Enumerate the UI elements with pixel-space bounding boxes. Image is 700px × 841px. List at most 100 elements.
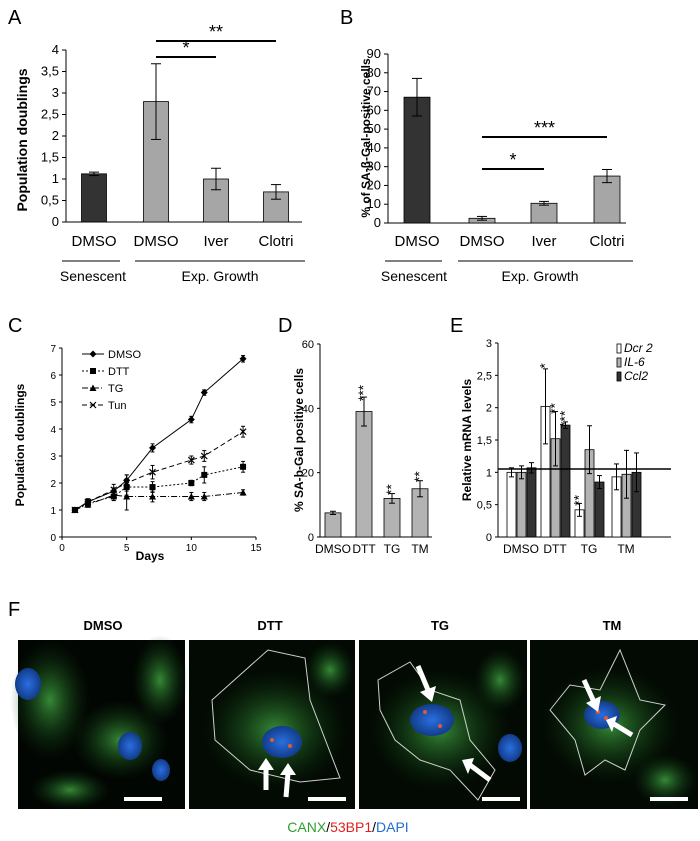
panel-c-xlabel: Days	[136, 549, 165, 563]
nucleus	[15, 668, 41, 700]
nucleus	[118, 732, 142, 760]
c-point-tun	[84, 498, 92, 506]
arrow	[468, 763, 492, 782]
c-legend-label: TG	[108, 383, 123, 395]
d-xtick-label: TG	[384, 542, 401, 556]
e-sig-stars: **	[547, 403, 563, 414]
e-legend-swatch	[616, 371, 622, 382]
a-xtick-label: DMSO	[72, 233, 117, 250]
arrow	[581, 678, 597, 704]
stain-caption: CANX/53BP1/DAPI	[287, 819, 408, 835]
micrograph-title-tg: TG	[431, 618, 449, 633]
e-ytick-label: 2	[486, 403, 492, 415]
caption-dapi: DAPI	[376, 819, 409, 835]
c-point-tun	[71, 506, 79, 514]
e-bar	[594, 481, 605, 538]
micrograph-dtt	[189, 640, 355, 809]
c-point-dtt	[149, 484, 156, 491]
d-xtick-label: DTT	[352, 542, 376, 556]
e-sig-stars: **	[571, 494, 587, 505]
panel-d-letter: D	[278, 315, 292, 337]
c-ytick-label: 4	[50, 425, 56, 436]
e-ytick-label: 3	[486, 338, 492, 350]
c-ytick-label: 3	[50, 452, 56, 463]
micrograph-title-tm: TM	[603, 618, 622, 633]
panel-e-ylabel: Relative mRNA levels	[460, 379, 474, 502]
panel-d-ylabel: % SA-b-Gal positive cells	[292, 368, 306, 512]
e-ytick-label: 2,5	[477, 370, 492, 382]
d-ytick-label: 20	[302, 468, 314, 480]
53bp1-focus	[288, 744, 292, 748]
b-xtick-label: DMSO	[460, 233, 505, 250]
53bp1-focus	[270, 738, 274, 742]
arrow	[258, 758, 274, 770]
b-xtick-label: Iver	[531, 233, 556, 250]
a-bar	[81, 173, 107, 223]
a-xtick-label: Clotri	[258, 233, 293, 250]
c-point-tg	[239, 488, 247, 496]
c-legend-marker	[89, 350, 97, 358]
b-bar	[530, 202, 558, 224]
c-point-tg	[149, 493, 157, 500]
c-legend-marker	[89, 384, 97, 391]
c-legend-label: DMSO	[108, 349, 141, 361]
e-ytick-label: 1,5	[477, 435, 492, 447]
b-ytick-label: 40	[367, 140, 381, 155]
c-ytick-label: 7	[50, 344, 56, 355]
c-ytick-label: 1	[50, 506, 56, 517]
scale-bar	[308, 797, 346, 801]
e-ytick-label: 0	[486, 532, 492, 544]
c-series-line-dtt	[74, 466, 244, 511]
c-ytick-label: 2	[50, 479, 56, 490]
panel-f: F DMSO DTT	[8, 599, 698, 835]
c-legend-marker	[89, 401, 97, 409]
panel-b-group-senescent: Senescent	[381, 268, 447, 284]
b-ytick-label: 10	[367, 196, 381, 211]
panel-b-letter: B	[340, 7, 353, 29]
b-ytick-label: 80	[367, 65, 381, 80]
a-ytick-label: 2	[52, 128, 59, 143]
d-xtick-label: DMSO	[315, 542, 351, 556]
e-legend-label: Ccl2	[624, 369, 648, 383]
nucleus	[262, 726, 302, 758]
micrograph-tm	[530, 640, 698, 809]
c-legend-marker	[90, 368, 96, 374]
a-bar	[203, 178, 229, 223]
e-xtick-label: DTT	[543, 542, 567, 556]
e-bar	[516, 471, 527, 538]
panel-a-group-senescent: Senescent	[60, 268, 126, 284]
panel-a-ylabel: Population doublings	[14, 68, 30, 211]
a-ytick-label: 2,5	[41, 107, 59, 122]
d-sig-stars: ***	[355, 384, 371, 401]
b-ytick-label: 30	[367, 159, 381, 174]
arrow	[612, 721, 634, 738]
caption-canx: CANX	[287, 819, 327, 835]
panel-b: B % of SA-β-Gal-positive cells 0 10 20 30 40…	[340, 7, 633, 284]
a-xtick-label: Iver	[203, 233, 228, 250]
nucleus	[152, 759, 170, 781]
arrow	[420, 686, 436, 702]
a-ytick-label: 4	[52, 42, 59, 57]
panel-c-letter: C	[8, 315, 22, 337]
c-point-tun	[149, 468, 156, 476]
d-bar	[383, 497, 401, 538]
scale-bar	[650, 797, 688, 801]
arrow	[606, 716, 617, 732]
d-bar	[355, 411, 373, 538]
panel-a-letter: A	[8, 7, 22, 29]
a-ytick-label: 3,5	[41, 64, 59, 79]
c-point-dmso	[149, 444, 157, 452]
c-point-dtt	[201, 471, 208, 478]
e-xtick-label: DMSO	[503, 542, 539, 556]
micrograph-dmso	[10, 635, 188, 810]
c-point-dmso	[187, 416, 195, 424]
e-xtick-label: TM	[617, 542, 634, 556]
scale-bar	[482, 797, 520, 801]
c-ytick-label: 6	[50, 371, 56, 382]
nucleus	[498, 734, 522, 762]
caption-53bp1: 53BP1	[330, 819, 372, 835]
e-ytick-label: 1	[486, 467, 492, 479]
e-bar	[506, 471, 517, 538]
